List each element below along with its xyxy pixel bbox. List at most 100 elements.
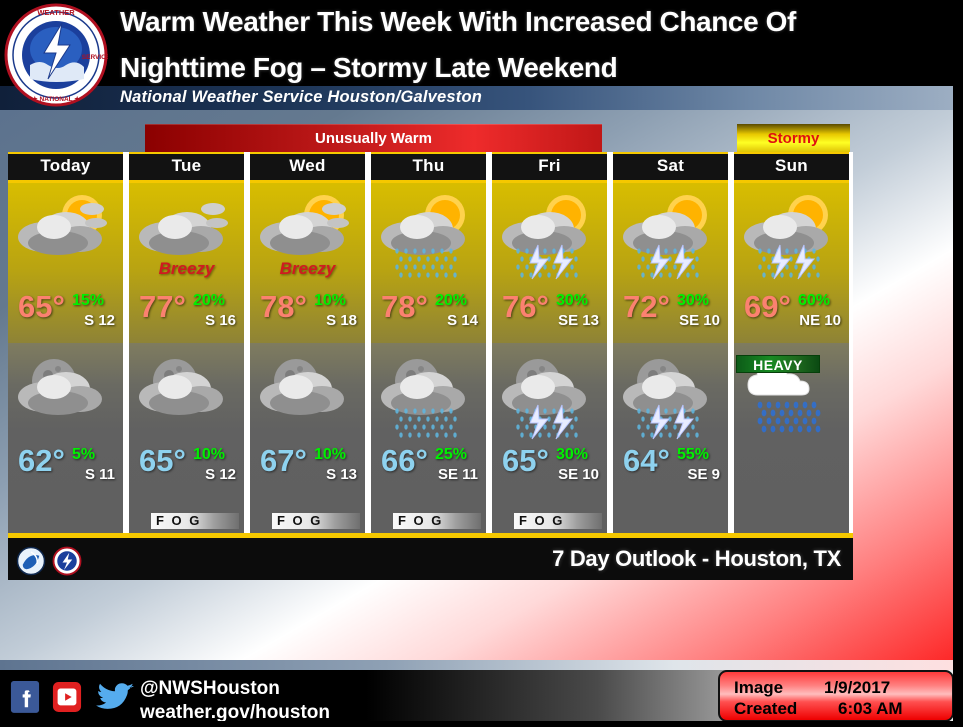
forecast-column-sun[interactable]: Sun 69° 60% NE 10 HEAVY [734,152,849,536]
day-label-thu: Thu [371,152,486,183]
day-wind: NE 10 [799,312,841,329]
forecast-column-fri[interactable]: Fri 76° 30% SE 13 65° 30% SE 10 F O G [492,152,607,536]
night-wind: SE 10 [558,466,599,483]
high-temperature: 69° [744,289,791,324]
day-cell: 78° 20% S 14 [371,183,486,343]
day-wind: S 12 [84,312,115,329]
stamp-label-created: Created [734,699,798,718]
day-label-sun: Sun [734,152,849,183]
moon-behind-clouds-icon [18,359,102,415]
day-readings: 65° 15% S 12 [8,289,123,333]
night-wind: S 13 [326,466,357,483]
day-readings: 78° 20% S 14 [371,289,486,333]
high-temperature: 77° [139,289,186,324]
breezy-tag: Breezy [279,259,336,278]
fog-label: F O G [272,513,360,529]
thunderstorm-with-sun-icon [744,195,828,280]
night-cell: HEAVY [734,343,849,536]
fog-label: F O G [393,513,481,529]
day-precip-chance: 15% [72,292,105,309]
day-wind: S 18 [326,312,357,329]
day-cell: Breezy 77° 20% S 16 [129,183,244,343]
forecast-column-sat[interactable]: Sat 72° 30% SE 10 64° 55% SE 9 [613,152,728,536]
high-temperature: 65° [18,289,65,324]
night-precip-chance: 55% [677,446,710,463]
headline-line-1: Warm Weather This Week With Increased Ch… [120,6,796,37]
low-temperature: 62° [18,443,65,478]
svg-text:★ NATIONAL ★: ★ NATIONAL ★ [32,95,81,103]
night-wind: SE 11 [437,466,478,483]
noaa-logo [16,546,46,576]
day-precip-chance: 60% [798,292,831,309]
day-readings: 69° 60% NE 10 [734,289,849,333]
fog-label: F O G [151,513,239,529]
stamp-label-image: Image [734,678,784,697]
night-wind: S 12 [205,466,236,483]
svg-text:SERVICE: SERVICE [82,54,108,61]
nws-seal-logo: WEATHER ★ NATIONAL ★ SERVICE [4,3,108,107]
day-cell: 76° 30% SE 13 [492,183,607,343]
breezy-tag: Breezy [158,259,215,278]
youtube-icon[interactable] [52,676,82,716]
stamp-date: 1/9/2017 [824,678,891,697]
night-precip-chance: 25% [435,446,468,463]
night-wind: SE 9 [687,466,720,483]
forecast-column-thu[interactable]: Thu 78° 20% S 14 66° 25% SE 11 F O G [371,152,486,536]
night-cell: 67° 10% S 13 F O G [250,343,365,536]
day-cell: Breezy 78° 10% S 18 [250,183,365,343]
day-label-wed: Wed [250,152,365,183]
forecast-column-wed[interactable]: Wed Breezy 78° 10% S 18 67° 10% S 13 F O G [250,152,365,536]
high-temperature: 72° [623,289,670,324]
night-precip-chance: 10% [314,446,347,463]
forecast-column-tue[interactable]: Tue Breezy 77° 20% S 16 65° 10% S 12 F O G [129,152,244,536]
outlook-label: 7 Day Outlook - Houston, TX [552,546,841,571]
night-precip-chance: 30% [556,446,589,463]
night-readings: 65° 30% SE 10 [492,443,607,487]
stamp-time: 6:03 AM [838,699,903,718]
day-cell: 69° 60% NE 10 [734,183,849,343]
night-cell: 65° 30% SE 10 F O G [492,343,607,536]
night-wind: S 11 [84,466,115,483]
night-cell: 65° 10% S 12 F O G [129,343,244,536]
thunderstorm-with-sun-icon [623,195,707,280]
sun-behind-clouds-icon [260,195,349,255]
banner-stormy: Stormy [737,124,850,154]
header: WEATHER ★ NATIONAL ★ SERVICE Warm Weathe… [0,0,963,110]
night-precip-chance: 10% [193,446,226,463]
header-sheen [0,86,963,110]
night-precip-chance: 5% [72,446,96,463]
night-readings: 65° 10% S 12 [129,443,244,487]
low-temperature: 64° [623,443,670,478]
day-readings: 78° 10% S 18 [250,289,365,333]
day-precip-chance: 30% [556,292,589,309]
office-subtitle: National Weather Service Houston/Galvest… [120,88,483,106]
day-wind: S 14 [447,312,478,329]
low-temperature: 65° [139,443,186,478]
twitter-icon[interactable] [94,676,138,716]
frame-right [953,0,963,727]
svg-text:WEATHER: WEATHER [37,8,75,17]
day-precip-chance: 30% [677,292,710,309]
day-label-sat: Sat [613,152,728,183]
sun-behind-clouds-icon [18,195,107,255]
thunderstorm-with-sun-icon [502,195,586,280]
night-readings: 64° 55% SE 9 [613,443,728,487]
rain-with-sun-icon [381,195,465,278]
day-label-tue: Tue [129,152,244,183]
thunderstorm-with-moon-icon [623,359,707,440]
outlook-footer: 7 Day Outlook - Houston, TX [8,533,853,580]
rain-with-moon-icon [381,359,465,438]
facebook-icon[interactable] [10,676,40,716]
low-temperature: 67° [260,443,307,478]
high-temperature: 78° [381,289,428,324]
day-precip-chance: 20% [435,292,468,309]
forecast-column-today[interactable]: Today 65° 15% S 12 62° 5% S 11 [8,152,123,536]
low-temperature: 66° [381,443,428,478]
moon-behind-clouds-icon [260,359,344,415]
night-readings: 67° 10% S 13 [250,443,365,487]
night-cell: 62° 5% S 11 [8,343,123,536]
day-precip-chance: 20% [193,292,226,309]
night-cell: 64° 55% SE 9 [613,343,728,536]
day-cell: 72° 30% SE 10 [613,183,728,343]
cloudy-icon [139,203,228,255]
